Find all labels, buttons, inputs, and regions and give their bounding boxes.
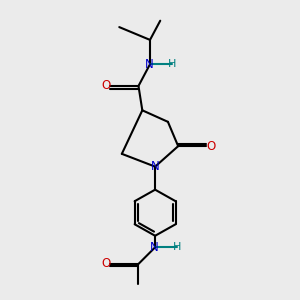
Text: H: H [168, 59, 176, 69]
Text: O: O [102, 80, 111, 92]
Text: O: O [102, 257, 111, 270]
Text: N: N [150, 241, 159, 254]
Text: N: N [151, 160, 160, 173]
Text: N: N [145, 58, 154, 71]
Text: H: H [173, 242, 181, 252]
Text: O: O [206, 140, 216, 153]
